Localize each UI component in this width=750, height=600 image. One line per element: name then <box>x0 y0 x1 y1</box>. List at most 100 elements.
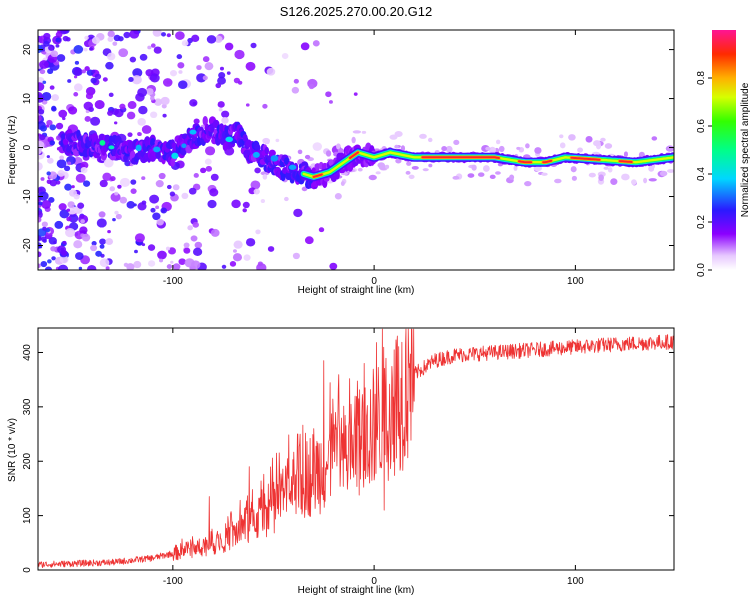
noise-blob <box>184 258 195 268</box>
noise-blob <box>56 159 67 169</box>
noise-blob <box>141 200 147 205</box>
colorbar-tick-label: 0.2 <box>696 215 707 229</box>
noise-blob <box>38 245 43 249</box>
noise-blob <box>207 199 217 209</box>
haze-blob <box>428 163 433 168</box>
noise-blob <box>51 94 60 102</box>
noise-blob <box>152 30 162 37</box>
spectrogram-ridge-core <box>99 129 674 182</box>
haze-blob <box>375 171 381 175</box>
noise-blob <box>188 187 197 195</box>
colorbar-tick-label: 0.8 <box>696 71 707 85</box>
noise-blob <box>94 100 105 110</box>
noise-blob <box>166 264 173 270</box>
noise-blob <box>67 161 72 166</box>
ridge-hot-inner <box>421 156 500 159</box>
noise-blob <box>38 251 42 258</box>
noise-blob <box>175 162 180 167</box>
noise-blob <box>75 173 86 183</box>
noise-blob <box>187 225 193 231</box>
noise-blob <box>38 201 43 206</box>
noise-blob <box>158 258 164 263</box>
noise-blob <box>43 40 50 47</box>
spectrogram-y-label: Frequency (Hz) <box>7 116 18 185</box>
noise-blob <box>178 80 188 90</box>
noise-blob <box>57 245 67 254</box>
noise-blob <box>205 165 213 172</box>
noise-blob <box>253 188 260 195</box>
noise-blob <box>114 191 119 196</box>
noise-blob <box>250 180 261 190</box>
noise-blob <box>262 103 268 109</box>
spectrogram-x-ticks: -100 0 100 <box>163 30 584 287</box>
noise-blob <box>162 78 173 87</box>
noise-blob <box>64 165 71 172</box>
noise-blob <box>90 77 97 84</box>
noise-blob <box>55 37 62 43</box>
snr-y-label: SNR (10 * v/v) <box>7 418 18 482</box>
haze-blob <box>495 171 501 175</box>
noise-blob <box>112 41 118 46</box>
noise-blob <box>51 256 56 261</box>
noise-blob <box>83 101 93 111</box>
noise-blob <box>166 33 171 38</box>
haze-blob <box>336 143 341 150</box>
noise-blob <box>267 246 275 252</box>
noise-blob <box>192 221 199 228</box>
noise-blob <box>209 188 219 197</box>
haze-blob <box>610 178 618 186</box>
noise-blob <box>38 210 43 219</box>
ridge-hot-inner <box>518 160 533 164</box>
noise-blob <box>39 134 46 141</box>
noise-blob <box>217 76 226 85</box>
halo-blob <box>202 116 208 126</box>
noise-blob <box>83 180 91 187</box>
noise-blob <box>38 263 41 269</box>
spectrogram-y-tick-label: 20 <box>22 44 33 56</box>
noise-blob <box>191 34 200 43</box>
snr-y-tick-label: 400 <box>22 344 33 361</box>
noise-blob <box>75 252 84 260</box>
noise-blob <box>129 30 140 39</box>
core-blob <box>225 136 234 143</box>
noise-blob <box>110 192 121 202</box>
haze-blob <box>489 174 496 180</box>
noise-blob <box>153 46 162 54</box>
noise-blob <box>38 115 42 122</box>
spectrogram-noise <box>38 30 674 270</box>
noise-blob <box>45 227 51 233</box>
noise-blob <box>149 194 160 204</box>
noise-blob <box>68 106 78 115</box>
noise-blob <box>292 252 300 260</box>
noise-blob <box>161 32 167 37</box>
haze-blob <box>568 134 576 141</box>
noise-blob <box>67 201 75 208</box>
noise-blob <box>181 40 189 47</box>
haze-blob <box>497 162 503 167</box>
snr-x-tick-label: -100 <box>163 576 183 587</box>
noise-blob <box>59 255 69 264</box>
noise-blob <box>329 262 338 270</box>
noise-blob <box>49 85 55 90</box>
noise-blob <box>73 67 83 76</box>
noise-blob <box>312 40 320 47</box>
haze-blob <box>377 162 386 169</box>
haze-blob <box>621 173 630 181</box>
haze-blob <box>422 168 429 172</box>
noise-blob <box>130 179 137 185</box>
noise-blob <box>162 113 167 118</box>
noise-blob <box>237 80 243 85</box>
noise-blob <box>39 69 46 75</box>
haze-blob <box>598 174 604 182</box>
noise-blob <box>133 203 137 207</box>
haze-blob <box>337 148 345 154</box>
noise-blob <box>81 233 91 242</box>
noise-blob <box>194 241 203 249</box>
noise-blob <box>150 111 158 119</box>
noise-blob <box>103 158 114 168</box>
noise-blob <box>158 172 166 180</box>
haze-blob <box>509 174 515 181</box>
haze-blob <box>357 167 363 172</box>
ridge-hot-inner <box>570 156 601 161</box>
noise-blob <box>137 132 142 137</box>
